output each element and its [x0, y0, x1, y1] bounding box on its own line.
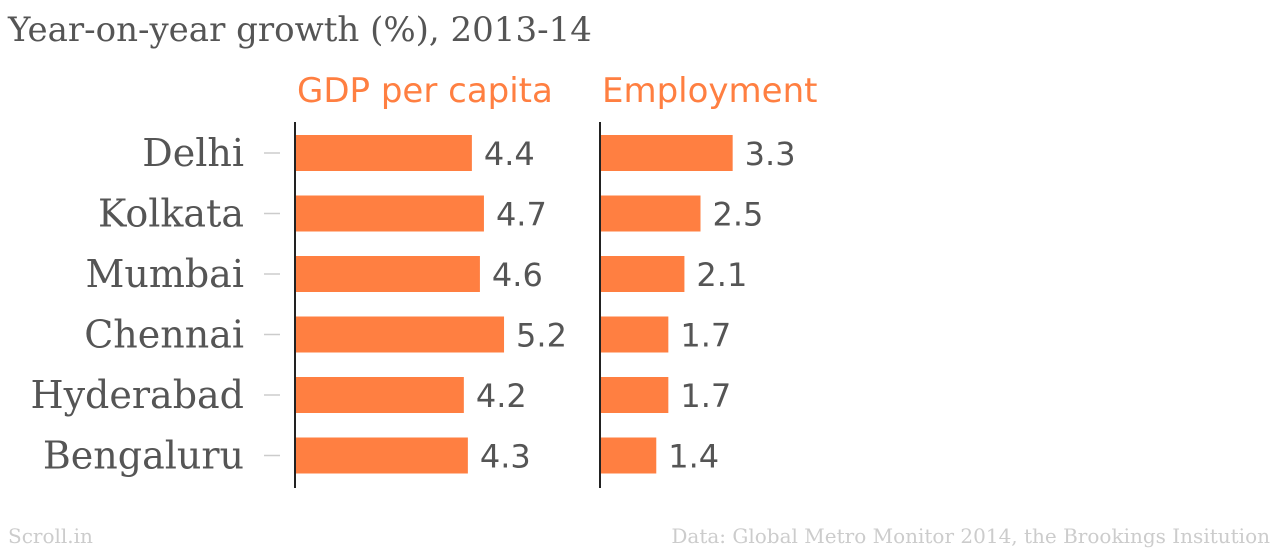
value-label: 1.7 — [680, 317, 731, 355]
value-label: 3.3 — [745, 135, 796, 173]
source-credit-right: Data: Global Metro Monitor 2014, the Bro… — [671, 524, 1270, 548]
value-label: 4.3 — [480, 438, 531, 476]
category-label: Hyderabad — [30, 373, 244, 417]
bar — [295, 256, 480, 292]
bar — [600, 316, 669, 353]
value-label: 5.2 — [516, 317, 567, 355]
bar — [600, 437, 657, 474]
category-label: Mumbai — [85, 252, 244, 296]
category-label: Delhi — [142, 131, 244, 175]
bar — [295, 316, 505, 353]
bar — [600, 135, 733, 171]
value-label: 4.6 — [492, 256, 543, 294]
chart-title: Year-on-year growth (%), 2013-14 — [8, 10, 592, 50]
bar — [600, 195, 701, 232]
value-label: 1.4 — [668, 438, 719, 476]
category-label: Kolkata — [98, 192, 244, 236]
category-label: Chennai — [84, 313, 244, 357]
value-label: 4.2 — [476, 377, 527, 415]
value-label: 1.7 — [680, 377, 731, 415]
value-label: 4.7 — [496, 196, 547, 234]
source-credit-left: Scroll.in — [8, 524, 93, 548]
value-label: 2.1 — [696, 256, 747, 294]
bar — [600, 377, 669, 413]
series-title: Employment — [602, 71, 817, 111]
value-label: 2.5 — [713, 196, 764, 234]
series-title: GDP per capita — [297, 71, 553, 111]
bar — [295, 195, 484, 232]
bar — [295, 377, 464, 413]
bar — [600, 256, 685, 292]
bar — [295, 135, 472, 171]
bar — [295, 437, 468, 474]
category-label: Bengaluru — [43, 434, 244, 478]
value-label: 4.4 — [484, 135, 535, 173]
